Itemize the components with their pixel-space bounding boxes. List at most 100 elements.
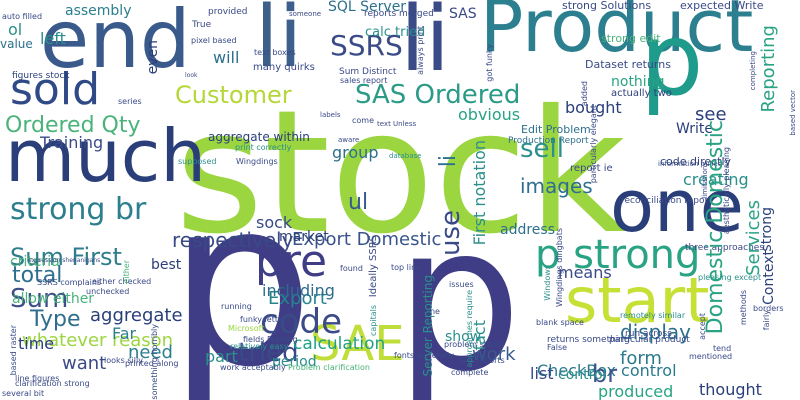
word-mentioned: mentioned <box>689 352 733 361</box>
word-type: Type <box>30 307 81 332</box>
word-work: work <box>472 344 516 365</box>
word-strong: strong <box>759 207 775 252</box>
word-p-strong: p strong <box>535 232 701 278</box>
word-fonts-generally: fonts generally <box>394 351 454 360</box>
word-list: list <box>530 364 554 383</box>
word-text-unless: text Unless <box>377 120 417 128</box>
word-will: will <box>213 48 240 67</box>
word-use: use <box>436 210 466 257</box>
word-ssrs: SSRS <box>330 29 403 62</box>
word-fact: fact <box>470 320 489 351</box>
word-creating: creating <box>683 170 749 189</box>
word-returns-something: returns something <box>547 335 630 345</box>
word-assembly: assembly <box>65 3 132 19</box>
word-problem-clarification: Problem clarification <box>288 363 370 372</box>
word-production-report: Production Report <box>508 136 589 146</box>
word-line-figures: line figures <box>15 374 60 383</box>
word-three-approaches: three approaches <box>685 243 765 253</box>
word-br: br <box>592 360 618 388</box>
word-far: Far <box>112 324 137 343</box>
word-based-raster: based raster <box>9 325 18 376</box>
word-issues: issues <box>449 280 474 289</box>
word-windows: Windows <box>543 265 552 301</box>
word-limitations: limitations <box>701 162 709 199</box>
word-checkbox-control: CheckBox control <box>537 361 677 380</box>
word-value: value <box>0 37 33 51</box>
word-expected-write: expected Write <box>680 0 764 12</box>
word-tried: tried <box>238 338 299 368</box>
word-p: p <box>640 1 704 118</box>
word-means: means <box>558 263 612 282</box>
word-two-reports: two reports <box>459 356 505 365</box>
word-pixel-based: pixel based <box>191 36 237 45</box>
word-sell: sell <box>520 134 564 164</box>
word-strong-br: strong br <box>10 192 147 227</box>
word-p: p <box>168 151 314 400</box>
word-text-boxes: text boxes <box>254 48 296 57</box>
word-export-domestic: Export Domestic <box>292 229 442 250</box>
word-strong-edit: strong edit <box>601 32 661 45</box>
word-dataset-returns: Dataset returns <box>585 58 671 71</box>
word-group: group <box>332 143 379 162</box>
word-training: Training <box>40 133 104 152</box>
word-respectively: respectively <box>172 228 294 252</box>
word-someone: someone <box>289 10 322 18</box>
word-sas-ordered: SAS Ordered <box>355 80 521 110</box>
word-particularly-elegant: particularly elegant <box>589 105 598 184</box>
word-fairly: fairly <box>762 310 771 331</box>
word-sae: SAE <box>310 316 405 372</box>
word-capitals: capitals <box>369 305 378 337</box>
word-pleasing-except: pleasing except <box>698 273 762 282</box>
word-found: found <box>340 264 363 273</box>
word-including: including <box>262 281 335 300</box>
word-based-vector: based vector <box>789 90 797 136</box>
word-first-notation: First notation <box>470 140 489 246</box>
word-sales-report: sales report <box>340 76 388 85</box>
word-labels: labels <box>320 111 341 119</box>
word-start: start <box>565 264 710 337</box>
word-relatively-easy: relatively easy <box>230 342 289 351</box>
word-borders: borders <box>753 304 784 313</box>
word-need: need <box>128 342 173 363</box>
word-report-ie: report ie <box>570 163 613 174</box>
word-bought: bought <box>565 98 622 117</box>
word-one: one <box>610 164 744 248</box>
word-obvious: obvious <box>458 105 521 124</box>
word-tend: tend <box>713 344 732 353</box>
word-best: best <box>151 257 182 273</box>
word-time: time <box>18 334 55 353</box>
word-sum-distinct: Sum Distinct <box>339 67 397 77</box>
word-sas: SAS <box>449 6 477 22</box>
word-strong-solutions: strong Solutions <box>562 0 652 12</box>
word-part: part <box>205 347 238 366</box>
word-particular-product: particular product <box>609 335 690 345</box>
word-period: period <box>272 354 317 370</box>
word-export: Export <box>268 288 327 309</box>
word-context: Context <box>761 250 777 305</box>
word-ol: ol <box>8 20 23 39</box>
word-aggregate-within: aggregate within <box>208 130 310 144</box>
word-allow-either: allow either <box>12 291 95 307</box>
word-nothing: nothing <box>611 74 665 90</box>
word-left: left <box>40 29 66 48</box>
word-ordered-qty: Ordered Qty <box>5 113 141 138</box>
word-run-across: run across <box>625 329 672 339</box>
word-much: much <box>5 114 206 198</box>
word-false: False <box>547 343 568 352</box>
word-sum: Sum <box>10 284 69 314</box>
word-come: come <box>352 116 375 125</box>
word-calc-tried: calc tried <box>365 25 426 40</box>
word-customer: Customer <box>175 81 292 109</box>
word-server-reporting: Server Reporting <box>421 275 435 377</box>
word-calculation: calculation <box>293 334 386 354</box>
word-completing: completing <box>749 51 757 91</box>
word-something-horribly: something horribly <box>150 324 159 400</box>
word-produced: produced <box>598 382 674 400</box>
word-criteria: criteria <box>10 254 60 270</box>
word-control: control <box>558 367 607 383</box>
word-printed-along: printed along <box>125 359 179 368</box>
word-sum-first: Sum First <box>10 243 122 271</box>
word-edit-problem: Edit Problem <box>521 123 591 136</box>
word-even: even <box>145 40 161 75</box>
